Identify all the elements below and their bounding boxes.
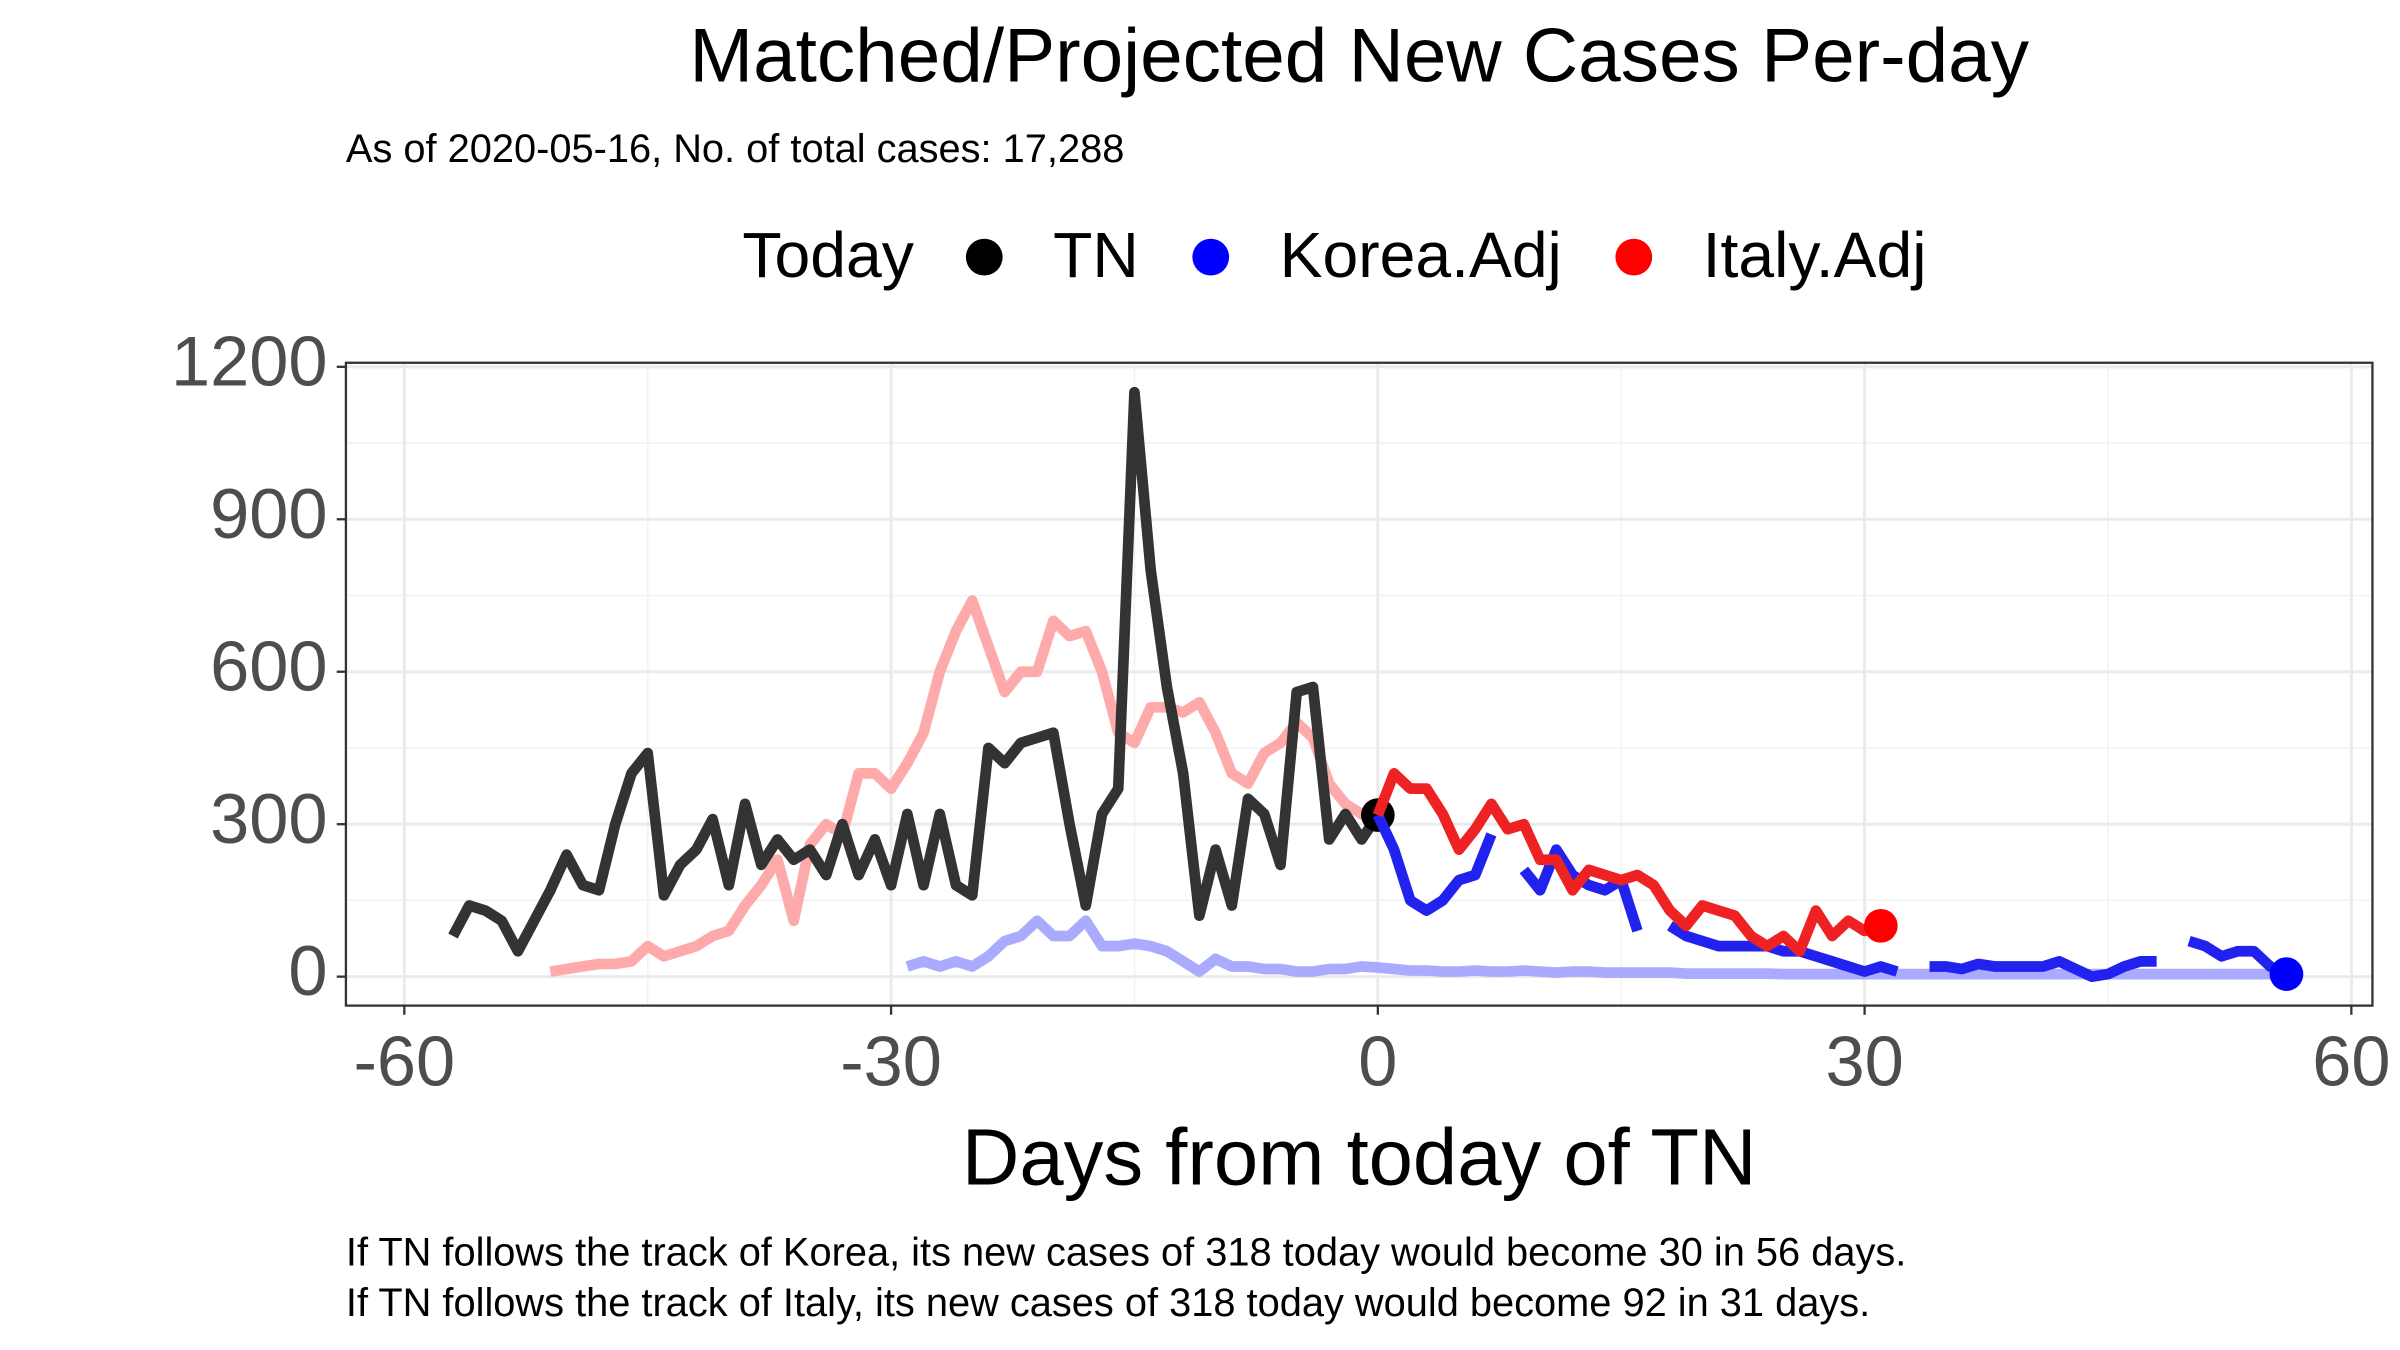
legend-label: TN: [1053, 219, 1139, 291]
x-axis-title: Days from today of TN: [962, 1112, 1757, 1201]
today-point: [1863, 908, 1898, 943]
x-tick-label: -30: [840, 1021, 942, 1100]
y-tick-label: 1200: [171, 321, 328, 400]
chart-title: Matched/Projected New Cases Per-day: [689, 13, 2029, 98]
legend-marker: [1192, 238, 1230, 276]
y-tick-label: 900: [210, 474, 327, 553]
series-line: [1372, 768, 1883, 957]
note: If TN follows the track of Italy, its ne…: [346, 1281, 1870, 1325]
x-tick-label: 0: [1358, 1021, 1397, 1100]
legend-label: Italy.Adj: [1703, 219, 1927, 291]
y-tick-label: 0: [288, 931, 327, 1010]
series-line: [1667, 921, 1899, 977]
legend-marker: [965, 238, 1003, 276]
plot-area: [345, 362, 2373, 1006]
legend-marker: [1615, 238, 1653, 276]
legend: Today TN Korea.Adj Italy.Adj: [742, 219, 1926, 291]
series-line: [905, 915, 2287, 980]
series-line: [549, 595, 1379, 977]
legend-label: Korea.Adj: [1280, 219, 1562, 291]
note: If TN follows the track of Korea, its ne…: [346, 1231, 1906, 1275]
series-line: [2187, 935, 2289, 979]
legend-title: Today: [742, 219, 914, 291]
x-tick-label: 30: [1825, 1021, 1903, 1100]
today-point: [2269, 957, 2304, 991]
series-line: [1929, 956, 2157, 983]
series-line: [448, 386, 1383, 957]
x-tick-label: -60: [353, 1021, 455, 1100]
x-tick-label: 60: [2312, 1021, 2390, 1100]
y-tick-label: 600: [210, 626, 327, 705]
series-line: [1372, 812, 1497, 916]
plot-border: [344, 361, 2374, 1007]
subtitle: As of 2020-05-16, No. of total cases: 17…: [346, 127, 1124, 171]
y-tick-label: 300: [210, 779, 327, 858]
